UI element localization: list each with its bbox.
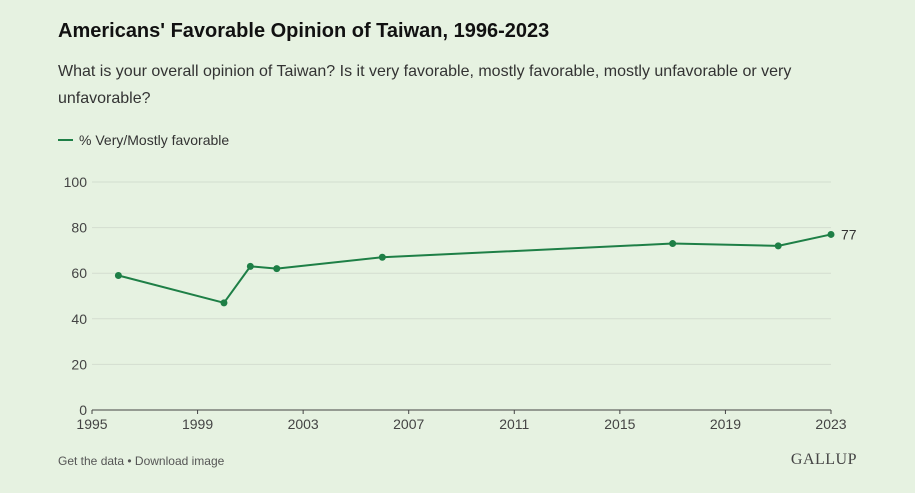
x-tick-label: 2007	[393, 416, 424, 432]
legend-swatch	[58, 139, 73, 141]
legend-label: % Very/Mostly favorable	[79, 132, 230, 148]
get-data-link[interactable]: Get the data	[58, 454, 125, 468]
data-point	[669, 240, 677, 248]
gallup-logo[interactable]: GALLUP	[790, 451, 857, 468]
data-point	[273, 265, 281, 273]
data-point	[774, 242, 782, 250]
data-point	[220, 299, 228, 307]
y-tick-label: 80	[71, 220, 87, 236]
x-tick-label: 2011	[499, 416, 529, 432]
x-tick-label: 2023	[815, 416, 846, 432]
x-tick-label: 2015	[604, 416, 635, 432]
data-point	[246, 262, 254, 270]
end-data-label: 77	[841, 226, 857, 242]
series-line	[118, 233, 832, 304]
y-tick-label: 40	[71, 311, 87, 327]
chart-title: Americans' Favorable Opinion of Taiwan, …	[58, 20, 550, 42]
footer-links: Get the data • Download image	[58, 454, 224, 468]
x-tick-label: 1995	[76, 416, 107, 432]
data-point	[827, 230, 835, 238]
y-tick-label: 20	[71, 356, 87, 372]
x-tick-label: 1999	[182, 416, 213, 432]
download-image-link[interactable]: Download image	[134, 454, 225, 468]
y-tick-label: 100	[64, 174, 88, 190]
data-point	[378, 253, 386, 261]
footer-separator: •	[124, 454, 135, 468]
x-tick-label: 2003	[288, 416, 319, 432]
chart-subtitle: What is your overall opinion of Taiwan? …	[58, 63, 792, 107]
legend: % Very/Mostly favorable	[58, 132, 229, 148]
x-tick-label: 2019	[710, 416, 741, 432]
y-tick-label: 60	[71, 265, 87, 281]
data-point	[114, 271, 122, 279]
y-tick-label: 0	[79, 402, 87, 418]
